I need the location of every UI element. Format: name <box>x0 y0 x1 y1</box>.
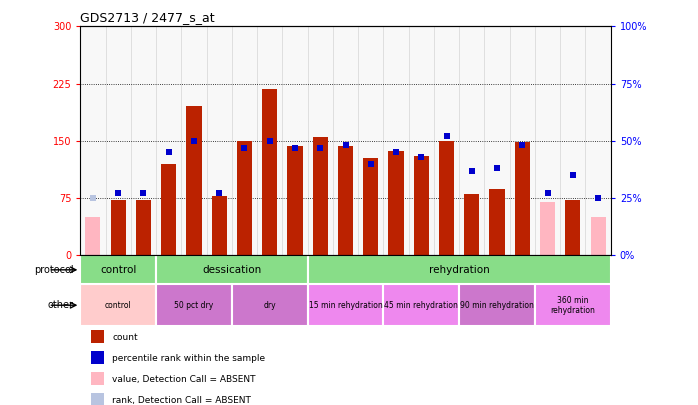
Text: 90 min rehydration: 90 min rehydration <box>460 301 534 310</box>
Text: 15 min rehydration: 15 min rehydration <box>309 301 383 310</box>
Bar <box>439 141 454 255</box>
Bar <box>313 137 328 255</box>
Bar <box>308 255 611 284</box>
Text: rank, Detection Call = ABSENT: rank, Detection Call = ABSENT <box>112 396 251 405</box>
Bar <box>514 142 530 255</box>
Bar <box>591 217 606 255</box>
Bar <box>156 255 308 284</box>
Text: protocol: protocol <box>34 265 73 275</box>
Bar <box>565 200 581 255</box>
Bar <box>91 372 104 385</box>
Text: value, Detection Call = ABSENT: value, Detection Call = ABSENT <box>112 375 255 384</box>
Bar <box>80 284 156 326</box>
Bar <box>389 151 403 255</box>
Bar <box>161 164 177 255</box>
Bar <box>535 284 611 326</box>
Bar <box>91 393 104 405</box>
Bar <box>211 196 227 255</box>
Bar <box>489 189 505 255</box>
Bar <box>237 141 252 255</box>
Bar <box>262 89 277 255</box>
Bar <box>232 284 308 326</box>
Text: rehydration: rehydration <box>429 265 489 275</box>
Bar <box>80 255 156 284</box>
Bar <box>338 146 353 255</box>
Text: dry: dry <box>263 301 276 310</box>
Bar <box>288 146 302 255</box>
Bar <box>383 284 459 326</box>
Bar <box>308 284 383 326</box>
Bar <box>110 200 126 255</box>
Bar <box>414 156 429 255</box>
Text: count: count <box>112 333 138 342</box>
Bar <box>136 200 151 255</box>
Text: other: other <box>47 300 73 310</box>
Text: 360 min
rehydration: 360 min rehydration <box>551 296 595 315</box>
Bar <box>186 107 202 255</box>
Bar <box>156 284 232 326</box>
Text: percentile rank within the sample: percentile rank within the sample <box>112 354 265 363</box>
Bar <box>91 330 104 343</box>
Text: 45 min rehydration: 45 min rehydration <box>385 301 458 310</box>
Bar <box>85 217 101 255</box>
Text: control: control <box>100 265 136 275</box>
Text: 50 pct dry: 50 pct dry <box>174 301 214 310</box>
Bar <box>464 194 480 255</box>
Text: GDS2713 / 2477_s_at: GDS2713 / 2477_s_at <box>80 11 215 24</box>
Bar <box>91 351 104 364</box>
Text: control: control <box>105 301 131 310</box>
Text: dessication: dessication <box>202 265 262 275</box>
Bar <box>363 158 378 255</box>
Bar <box>459 284 535 326</box>
Bar <box>540 202 555 255</box>
